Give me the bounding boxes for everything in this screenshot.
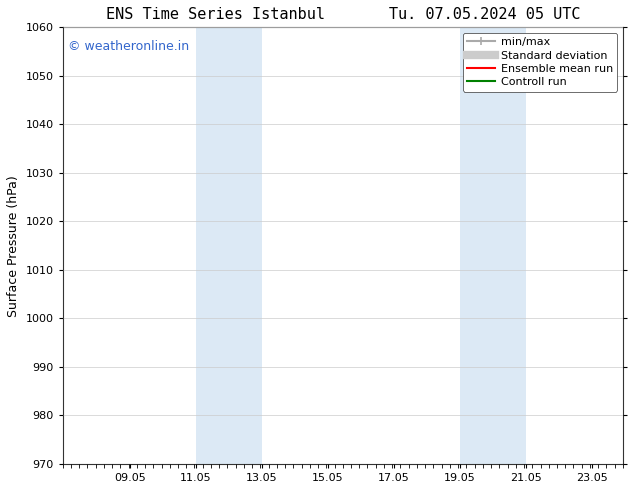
Text: © weatheronline.in: © weatheronline.in (68, 40, 190, 53)
Y-axis label: Surface Pressure (hPa): Surface Pressure (hPa) (7, 175, 20, 317)
Bar (460, 27, 526, 464)
Legend: min/max, Standard deviation, Ensemble mean run, Controll run: min/max, Standard deviation, Ensemble me… (463, 33, 618, 92)
Title: ENS Time Series Istanbul       Tu. 07.05.2024 05 UTC: ENS Time Series Istanbul Tu. 07.05.2024 … (105, 7, 580, 22)
Bar (196, 27, 262, 464)
